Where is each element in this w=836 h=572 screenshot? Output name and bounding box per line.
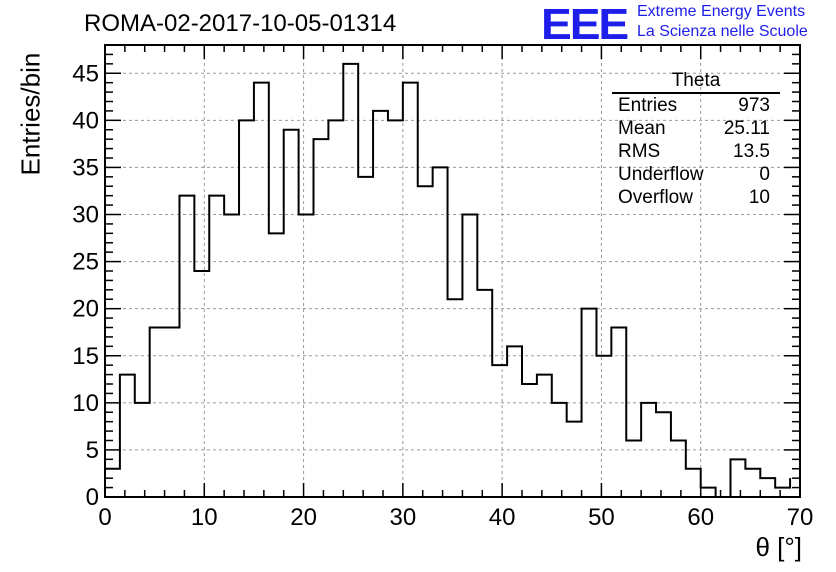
y-tick-label: 10 [72, 390, 99, 417]
stat-value: 10 [748, 187, 770, 208]
stats-row: Entries 973 [612, 94, 780, 117]
stats-row: RMS 13.5 [612, 140, 780, 163]
x-tick-label: 50 [588, 504, 615, 531]
eee-logo: EEE [541, 0, 629, 49]
x-tick-label: 30 [390, 504, 417, 531]
logo-caption-line1: Extreme Energy Events [637, 3, 806, 20]
stats-row: Underflow 0 [612, 163, 780, 186]
axis-ticks [104, 44, 801, 498]
stat-value: 0 [759, 164, 770, 185]
stat-value: 13.5 [733, 141, 770, 162]
y-axis-label: Entries/bin [15, 52, 46, 176]
x-tick-label: 60 [687, 504, 714, 531]
x-axis-label: θ [°] [755, 532, 802, 562]
stat-label: Mean [618, 118, 666, 139]
stats-row: Overflow 10 [612, 186, 780, 209]
stat-label: RMS [618, 141, 661, 162]
logo-caption-line2: La Scienza nelle Scuole [637, 23, 808, 40]
stat-label: Overflow [618, 187, 693, 208]
y-tick-label: 30 [72, 202, 99, 229]
y-tick-label: 40 [72, 107, 99, 134]
x-tick-label: 10 [191, 504, 218, 531]
x-tick-label: 40 [489, 504, 516, 531]
y-tick-label: 45 [72, 60, 99, 87]
stat-label: Underflow [618, 164, 704, 185]
stat-label: Entries [618, 95, 678, 116]
y-tick-label: 15 [72, 343, 99, 370]
stats-box: Theta Entries 973 Mean 25.11 RMS 13.5 Under… [612, 70, 780, 209]
y-tick-label: 0 [86, 484, 99, 511]
y-tick-label: 25 [72, 249, 99, 276]
histogram-outline [104, 62, 792, 498]
stats-title: Theta [612, 70, 780, 94]
y-tick-label: 5 [86, 437, 99, 464]
stat-value: 973 [738, 95, 770, 116]
y-tick-label: 35 [72, 154, 99, 181]
x-tick-label: 0 [98, 504, 111, 531]
logo-caption: Extreme Energy Events La Scienza nelle S… [637, 2, 808, 42]
y-tick-label: 20 [72, 296, 99, 323]
stats-row: Mean 25.11 [612, 117, 780, 140]
x-tick-label: 70 [787, 504, 814, 531]
stat-value: 25.11 [723, 118, 770, 139]
grid-lines [105, 45, 800, 497]
x-tick-label: 20 [290, 504, 317, 531]
chart-title: ROMA-02-2017-10-05-01314 [84, 10, 397, 37]
